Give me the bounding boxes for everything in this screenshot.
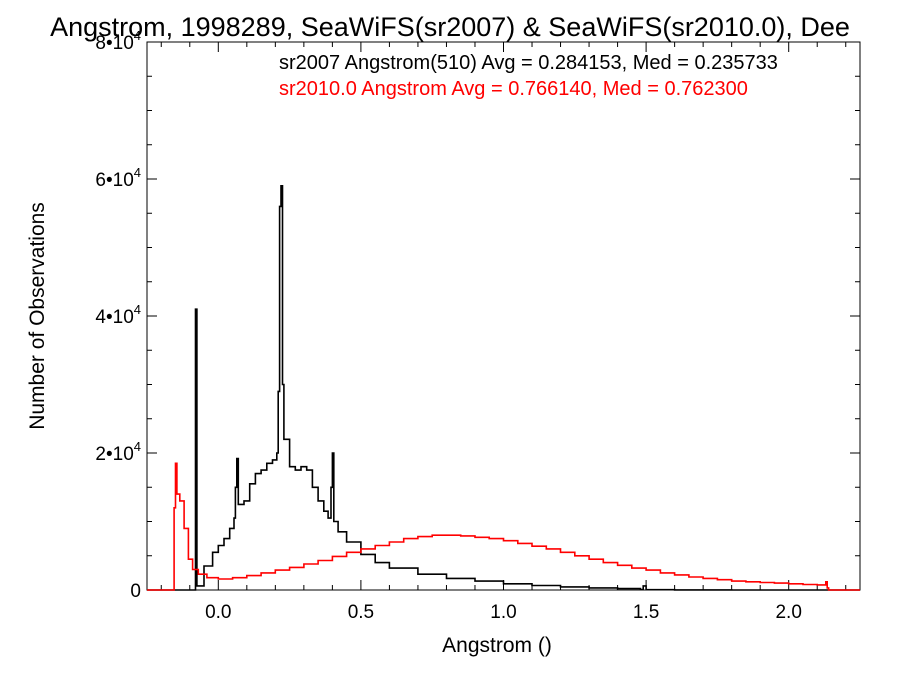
plot-frame <box>146 41 861 591</box>
x-tick-label: 1.5 <box>633 602 659 623</box>
x-tick-label: 0.5 <box>348 602 374 623</box>
series-line-0 <box>147 185 860 591</box>
series-layer <box>147 185 860 591</box>
chart-title: Angstrom, 1998289, SeaWiFS(sr2007) & Sea… <box>50 12 850 42</box>
y-tick-label: 6•104 <box>95 165 141 191</box>
y-tick-label: 4•104 <box>95 302 141 328</box>
x-tick-label: 2.0 <box>775 602 801 623</box>
y-axis-label: Number of Observations <box>26 202 49 430</box>
annotation-sr2007: sr2007 Angstrom(510) Avg = 0.284153, Med… <box>279 52 778 74</box>
y-tick-label: 2•104 <box>95 439 141 465</box>
axes: 0.0 0.5 1.0 1.5 2.0 0 2•104 4•104 6•104 8•104 <box>95 28 860 623</box>
y-tick-label: 0 <box>130 581 141 602</box>
x-axis-label: Angstrom () <box>442 634 552 657</box>
x-tick-label: 0.0 <box>205 602 231 623</box>
y-tick-label: 8•104 <box>95 28 141 54</box>
x-tick-label: 1.0 <box>490 602 516 623</box>
annotation-sr2010: sr2010.0 Angstrom Avg = 0.766140, Med = … <box>279 78 748 100</box>
series-line-1 <box>147 462 860 591</box>
